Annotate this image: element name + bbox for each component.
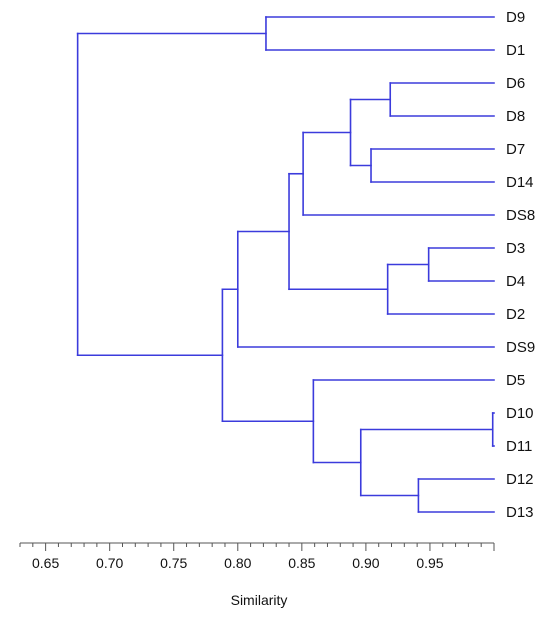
x-tick-label: 0.95	[416, 555, 443, 571]
leaf-label-d9: D9	[506, 9, 525, 26]
leaf-label-d8: D8	[506, 108, 525, 125]
leaf-label-d4: D4	[506, 273, 525, 290]
x-tick-label: 0.80	[224, 555, 251, 571]
x-tick-label: 0.70	[96, 555, 123, 571]
x-ticks: 0.65 0.70 0.75 0.80 0.85 0.90 0.95	[19, 543, 495, 571]
x-tick-label: 0.65	[32, 555, 59, 571]
leaf-labels: D9 D1 D6 D8 D7 D14 DS8 D3 D4 D2 DS9 D5 D10 D11 D12 D13	[506, 9, 535, 521]
leaf-label-d11: D11	[506, 438, 532, 455]
leaf-label-d7: D7	[506, 141, 525, 158]
x-tick-label: 0.90	[352, 555, 379, 571]
leaf-label-d10: D10	[506, 405, 534, 422]
leaf-label-d6: D6	[506, 75, 525, 92]
dendrogram-branches	[76, 16, 495, 513]
leaf-label-d2: D2	[506, 306, 525, 323]
leaf-label-d3: D3	[506, 240, 525, 257]
x-axis: 0.65 0.70 0.75 0.80 0.85 0.90 0.95 Similarity	[19, 542, 495, 608]
leaf-label-d1: D1	[506, 42, 525, 59]
leaf-label-ds8: DS8	[506, 207, 535, 224]
leaf-label-ds9: DS9	[506, 339, 535, 356]
x-tick-label: 0.75	[160, 555, 187, 571]
leaf-label-d5: D5	[506, 372, 525, 389]
leaf-label-d12: D12	[506, 471, 534, 488]
leaf-label-d13: D13	[506, 504, 534, 521]
x-tick-label: 0.85	[288, 555, 315, 571]
x-axis-label: Similarity	[231, 592, 288, 608]
leaf-label-d14: D14	[506, 174, 534, 191]
